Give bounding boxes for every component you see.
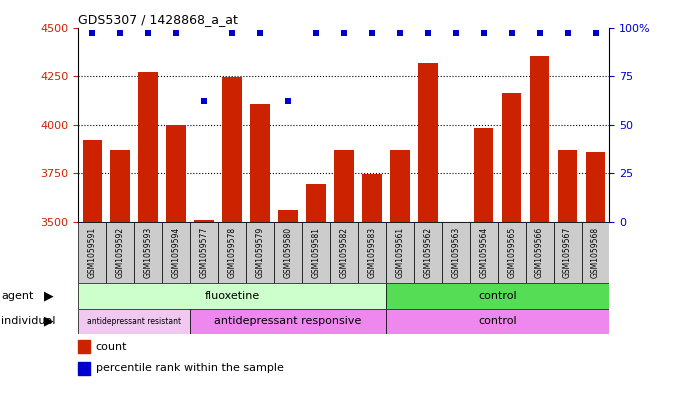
Text: GSM1059565: GSM1059565 — [507, 227, 516, 278]
Text: count: count — [96, 342, 127, 352]
Text: control: control — [478, 291, 517, 301]
Point — [394, 30, 405, 37]
Text: GDS5307 / 1428868_a_at: GDS5307 / 1428868_a_at — [78, 13, 238, 26]
Bar — [250, 105, 270, 393]
FancyBboxPatch shape — [386, 309, 609, 334]
Point — [450, 30, 461, 37]
Bar — [418, 64, 438, 393]
FancyBboxPatch shape — [302, 222, 330, 283]
Point — [534, 30, 545, 37]
Text: agent: agent — [1, 291, 34, 301]
Bar — [138, 72, 158, 393]
Bar — [362, 174, 381, 393]
Text: GSM1059580: GSM1059580 — [283, 227, 293, 278]
Text: GSM1059582: GSM1059582 — [339, 227, 349, 278]
Text: control: control — [478, 316, 517, 326]
Point — [506, 30, 517, 37]
Bar — [82, 140, 102, 393]
FancyBboxPatch shape — [554, 222, 582, 283]
Text: GSM1059562: GSM1059562 — [424, 227, 432, 278]
FancyBboxPatch shape — [218, 222, 246, 283]
FancyBboxPatch shape — [78, 283, 386, 309]
FancyBboxPatch shape — [190, 309, 386, 334]
Point — [171, 30, 182, 37]
Text: GSM1059592: GSM1059592 — [116, 227, 125, 278]
Point — [590, 30, 601, 37]
Text: ▶: ▶ — [44, 289, 54, 302]
Text: GSM1059563: GSM1059563 — [452, 227, 460, 278]
FancyBboxPatch shape — [498, 222, 526, 283]
FancyBboxPatch shape — [442, 222, 470, 283]
Text: GSM1059591: GSM1059591 — [88, 227, 97, 278]
Point — [255, 30, 266, 37]
Bar — [558, 150, 577, 393]
Text: individual: individual — [1, 316, 56, 326]
FancyBboxPatch shape — [134, 222, 162, 283]
Bar — [334, 150, 353, 393]
Text: ▶: ▶ — [44, 315, 54, 328]
Bar — [502, 93, 522, 393]
FancyBboxPatch shape — [358, 222, 386, 283]
Text: GSM1059583: GSM1059583 — [367, 227, 377, 278]
Bar — [166, 125, 186, 393]
FancyBboxPatch shape — [78, 222, 106, 283]
FancyBboxPatch shape — [106, 222, 134, 283]
Bar — [390, 150, 409, 393]
Point — [283, 98, 294, 105]
FancyBboxPatch shape — [582, 222, 609, 283]
Point — [227, 30, 238, 37]
Text: antidepressant responsive: antidepressant responsive — [215, 316, 362, 326]
Bar — [279, 210, 298, 393]
Point — [143, 30, 154, 37]
Text: GSM1059561: GSM1059561 — [395, 227, 405, 278]
Text: GSM1059564: GSM1059564 — [479, 227, 488, 278]
Bar — [446, 222, 466, 393]
Bar — [306, 184, 326, 393]
Bar — [530, 56, 550, 393]
Bar — [586, 152, 605, 393]
Bar — [474, 128, 494, 393]
Text: GSM1059566: GSM1059566 — [535, 227, 544, 278]
Text: GSM1059578: GSM1059578 — [227, 227, 236, 278]
FancyBboxPatch shape — [274, 222, 302, 283]
Bar — [110, 150, 130, 393]
Point — [115, 30, 126, 37]
Text: GSM1059579: GSM1059579 — [255, 227, 264, 278]
Point — [338, 30, 349, 37]
Text: fluoxetine: fluoxetine — [204, 291, 259, 301]
Point — [199, 98, 210, 105]
FancyBboxPatch shape — [470, 222, 498, 283]
Point — [422, 30, 433, 37]
Point — [311, 30, 321, 37]
Text: GSM1059581: GSM1059581 — [311, 227, 321, 278]
FancyBboxPatch shape — [330, 222, 358, 283]
FancyBboxPatch shape — [386, 222, 414, 283]
Text: GSM1059568: GSM1059568 — [591, 227, 600, 278]
Text: GSM1059567: GSM1059567 — [563, 227, 572, 278]
FancyBboxPatch shape — [162, 222, 190, 283]
Text: GSM1059577: GSM1059577 — [200, 227, 208, 278]
Bar — [78, 362, 90, 375]
Text: percentile rank within the sample: percentile rank within the sample — [96, 364, 284, 373]
Point — [562, 30, 573, 37]
Text: antidepressant resistant: antidepressant resistant — [87, 317, 181, 326]
FancyBboxPatch shape — [526, 222, 554, 283]
FancyBboxPatch shape — [386, 283, 609, 309]
Point — [478, 30, 489, 37]
FancyBboxPatch shape — [246, 222, 274, 283]
Point — [366, 30, 377, 37]
Bar — [222, 77, 242, 393]
Bar — [78, 340, 90, 353]
FancyBboxPatch shape — [414, 222, 442, 283]
Bar — [194, 220, 214, 393]
FancyBboxPatch shape — [190, 222, 218, 283]
Text: GSM1059594: GSM1059594 — [172, 227, 180, 278]
Text: GSM1059593: GSM1059593 — [144, 227, 153, 278]
FancyBboxPatch shape — [78, 309, 190, 334]
Point — [87, 30, 98, 37]
